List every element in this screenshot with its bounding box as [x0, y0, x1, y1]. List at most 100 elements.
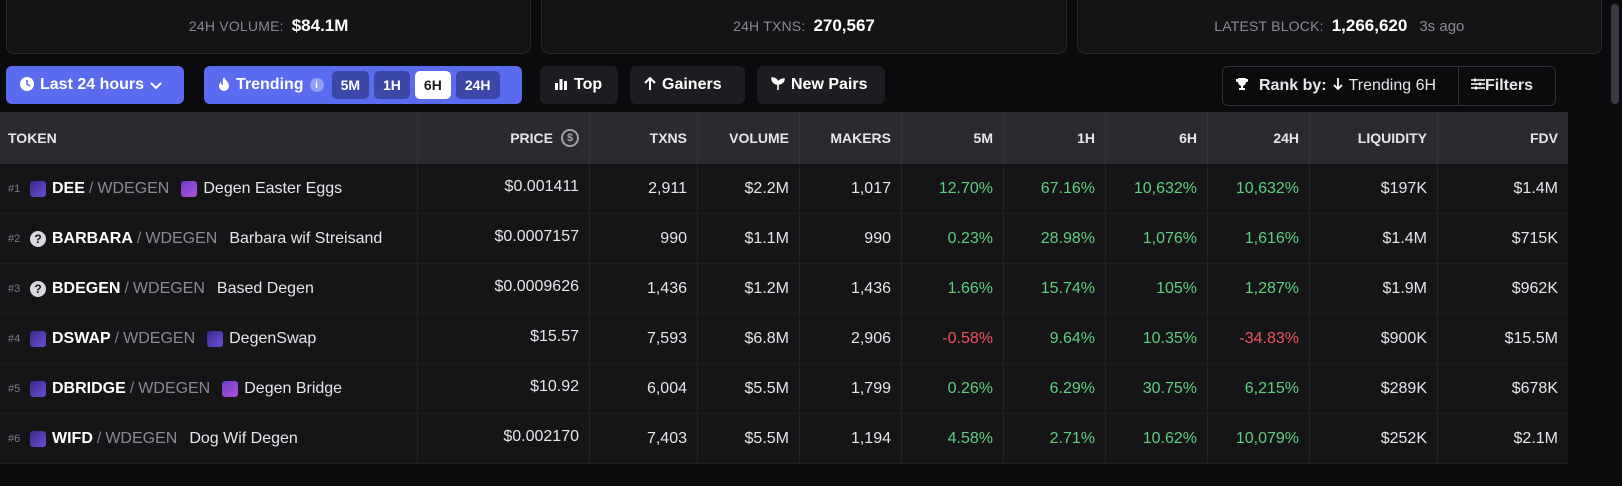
token-name-wrap: Based Degen	[217, 280, 314, 298]
cell-token[interactable]: #1 DEE / WDEGEN Degen Easter Eggs	[0, 164, 418, 213]
scrollbar-thumb[interactable]	[1611, 4, 1619, 104]
trophy-icon	[1235, 77, 1249, 96]
trending-tab-6h[interactable]: 6H	[414, 71, 451, 99]
header-fdv[interactable]: FDV	[1438, 112, 1568, 164]
token-icon: ?	[30, 230, 46, 247]
cell-change-1h: 15.74%	[1004, 264, 1106, 313]
cell-makers: 2,906	[800, 314, 902, 363]
header-5m[interactable]: 5M	[902, 112, 1004, 164]
trending-group[interactable]: Trending i 5M 1H 6H 24H	[204, 66, 522, 104]
rank-by-value: Trending 6H	[1348, 77, 1437, 94]
header-txns-label: TXNS	[649, 130, 687, 146]
cell-volume: $5.5M	[698, 364, 800, 413]
header-volume[interactable]: VOLUME	[698, 112, 800, 164]
cell-liquidity: $1.9M	[1310, 264, 1438, 313]
trending-tab-5m[interactable]: 5M	[331, 71, 370, 99]
row-rank: #2	[8, 232, 21, 245]
token-name: Barbara wif Streisand	[229, 229, 383, 247]
cell-token[interactable]: #2? BARBARA / WDEGEN Barbara wif Streisand	[0, 214, 418, 263]
token-icon	[30, 180, 46, 197]
token-name: Dog Wif Degen	[189, 429, 298, 447]
header-token[interactable]: TOKEN	[0, 112, 418, 164]
token-name-wrap: Degen Easter Eggs	[181, 180, 342, 198]
stats-bar: 24H VOLUME: $84.1M 24H TXNS: 270,567 LAT…	[6, 0, 1602, 54]
cell-change-5m: 1.66%	[902, 264, 1004, 313]
token-icon	[30, 330, 46, 347]
new-pairs-button[interactable]: New Pairs	[757, 66, 885, 104]
header-txns[interactable]: TXNS	[590, 112, 698, 164]
stat-volume: 24H VOLUME: $84.1M	[6, 0, 532, 54]
cell-token[interactable]: #5 DBRIDGE / WDEGEN Degen Bridge	[0, 364, 418, 413]
cell-liquidity: $1.4M	[1310, 214, 1438, 263]
cell-makers: 1,799	[800, 364, 902, 413]
stat-block-value: 1,266,620	[1331, 16, 1408, 35]
dollar-circle-icon[interactable]: $	[561, 129, 579, 147]
cell-change-24h: 1,287%	[1208, 264, 1310, 313]
cell-change-6h: 10.35%	[1106, 314, 1208, 363]
cell-fdv: $2.1M	[1513, 429, 1558, 447]
cell-volume: $5.5M	[698, 414, 800, 463]
cell-fdv: $962K	[1511, 279, 1558, 297]
header-liquidity[interactable]: LIQUIDITY	[1310, 112, 1438, 164]
stat-volume-label: 24H VOLUME:	[188, 18, 284, 34]
cell-change-6h: 10.62%	[1106, 414, 1208, 463]
trending-tab-24h[interactable]: 24H	[455, 71, 500, 99]
header-5m-label: 5M	[973, 130, 993, 146]
cell-price: $0.001411	[418, 164, 590, 213]
token-name-icon	[181, 180, 198, 197]
filters-button[interactable]: Filters	[1459, 77, 1533, 95]
stat-block-ago: 3s ago	[1419, 17, 1465, 35]
cell-fdv: $678K	[1511, 379, 1558, 397]
info-icon[interactable]: i	[309, 78, 324, 92]
cell-change-1h: 9.64%	[1004, 314, 1106, 363]
token-name: Degen Bridge	[244, 379, 343, 397]
token-name-wrap: Degen Bridge	[222, 380, 342, 398]
table-row[interactable]: #4 DSWAP / WDEGEN DegenSwap $15.57 7,593 $6.8M 2…	[0, 314, 1568, 364]
table-row[interactable]: #2? BARBARA / WDEGEN Barbara wif Streisand $0…	[0, 214, 1568, 264]
rank-by-dropdown[interactable]: Rank by: Trending 6H	[1223, 67, 1459, 105]
arrow-up-icon	[644, 76, 656, 94]
cell-change-1h: 2.71%	[1004, 414, 1106, 463]
cell-token[interactable]: #4 DSWAP / WDEGEN DegenSwap	[0, 314, 418, 363]
token-icon	[30, 380, 46, 397]
table-row[interactable]: #3? BDEGEN / WDEGEN Based Degen $0.0009626 1,4…	[0, 264, 1568, 314]
table-row[interactable]: #1 DEE / WDEGEN Degen Easter Eggs $0.001411 2,…	[0, 164, 1568, 214]
pair-slash: /	[129, 379, 135, 397]
cell-change-24h: -34.83%	[1208, 314, 1310, 363]
header-6h[interactable]: 6H	[1106, 112, 1208, 164]
table-row[interactable]: #6 WIFD / WDEGEN Dog Wif Degen $0.002170 7,403…	[0, 414, 1568, 464]
cell-fdv: $1.4M	[1513, 179, 1558, 197]
stat-txns-value: 270,567	[813, 16, 875, 35]
rank-by-label: Rank by:	[1259, 77, 1327, 94]
cell-liquidity: $197K	[1310, 164, 1438, 213]
header-liquidity-label: LIQUIDITY	[1357, 130, 1427, 146]
header-24h[interactable]: 24H	[1208, 112, 1310, 164]
cell-change-6h: 30.75%	[1106, 364, 1208, 413]
token-symbol: DEE	[52, 179, 85, 197]
header-1h[interactable]: 1H	[1004, 112, 1106, 164]
cell-liquidity: $252K	[1310, 414, 1438, 463]
header-volume-label: VOLUME	[729, 130, 789, 146]
cell-change-5m: 12.70%	[902, 164, 1004, 213]
trending-tab-1h[interactable]: 1H	[374, 71, 410, 99]
cell-makers: 1,194	[800, 414, 902, 463]
header-price[interactable]: PRICE $	[418, 112, 590, 164]
page-scrollbar[interactable]	[1608, 0, 1622, 486]
cell-fdv: $15.5M	[1504, 329, 1558, 347]
cell-change-1h: 28.98%	[1004, 214, 1106, 263]
gainers-button[interactable]: Gainers	[630, 66, 745, 104]
token-symbol: WIFD	[52, 429, 93, 447]
filters-label: Filters	[1485, 77, 1534, 94]
top-button[interactable]: Top	[540, 66, 618, 104]
cell-token[interactable]: #6 WIFD / WDEGEN Dog Wif Degen	[0, 414, 418, 463]
cell-token[interactable]: #3? BDEGEN / WDEGEN Based Degen	[0, 264, 418, 313]
time-range-label: Last 24 hours	[40, 76, 145, 93]
time-range-button[interactable]: Last 24 hours	[6, 66, 184, 104]
cell-price: $0.0007157	[418, 214, 590, 263]
header-makers[interactable]: MAKERS	[800, 112, 902, 164]
cell-price: $15.57	[418, 314, 590, 363]
stat-txns: 24H TXNS: 270,567	[541, 0, 1067, 54]
table-row[interactable]: #5 DBRIDGE / WDEGEN Degen Bridge $10.92 6,004 $…	[0, 364, 1568, 414]
cell-txns: 6,004	[590, 364, 698, 413]
header-fdv-label: FDV	[1530, 130, 1558, 146]
